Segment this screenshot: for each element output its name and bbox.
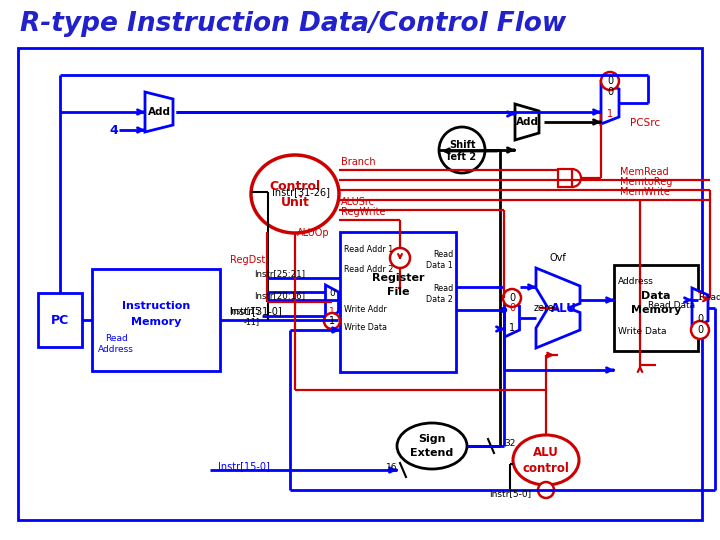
Text: Extend: Extend — [410, 448, 454, 458]
Text: left 2: left 2 — [447, 152, 477, 162]
Bar — [92, 269, 220, 371]
Circle shape — [324, 313, 340, 329]
Text: Instr[25:21]: Instr[25:21] — [254, 269, 305, 279]
Text: Read Data: Read Data — [699, 294, 720, 302]
Text: Unit: Unit — [281, 195, 310, 208]
Text: RegWrite: RegWrite — [341, 207, 385, 217]
Text: File: File — [387, 287, 409, 297]
Text: Shift: Shift — [449, 140, 475, 150]
Text: Read Addr 2: Read Addr 2 — [344, 266, 393, 274]
Text: Branch: Branch — [341, 157, 376, 167]
Text: MemRead: MemRead — [620, 167, 669, 177]
Text: Memory: Memory — [631, 305, 681, 315]
Text: 1: 1 — [329, 316, 335, 326]
Circle shape — [601, 72, 619, 90]
Text: 16: 16 — [385, 463, 397, 472]
Text: RegDst: RegDst — [230, 255, 265, 265]
Text: Address: Address — [618, 278, 654, 287]
Text: Write Addr: Write Addr — [344, 306, 387, 314]
Bar — [38, 293, 82, 347]
Circle shape — [503, 289, 521, 307]
Text: 0: 0 — [509, 303, 515, 313]
Text: Register: Register — [372, 273, 424, 283]
Bar — [558, 169, 572, 187]
Text: 0: 0 — [697, 314, 703, 324]
Circle shape — [390, 248, 410, 268]
Text: Instr[15-0]: Instr[15-0] — [218, 461, 270, 471]
Text: 1: 1 — [697, 292, 703, 302]
Ellipse shape — [513, 435, 579, 485]
Text: Read
Data 1: Read Data 1 — [426, 251, 453, 269]
Text: Write Data: Write Data — [344, 323, 387, 333]
Text: Instr[20:16]: Instr[20:16] — [254, 292, 305, 300]
Text: 0: 0 — [329, 288, 335, 298]
Text: Ovf: Ovf — [549, 253, 567, 263]
Text: Instr[31-26]: Instr[31-26] — [272, 187, 330, 197]
Polygon shape — [536, 268, 580, 348]
Circle shape — [538, 482, 554, 498]
Text: Add: Add — [148, 107, 171, 117]
Text: Instruction: Instruction — [122, 301, 190, 311]
Text: Data: Data — [642, 291, 671, 301]
Polygon shape — [692, 288, 708, 328]
Bar — [614, 265, 698, 351]
Text: 0: 0 — [509, 293, 515, 303]
Text: MemWrite: MemWrite — [620, 187, 670, 197]
Text: 32: 32 — [504, 440, 516, 449]
Text: 0: 0 — [697, 325, 703, 335]
Text: Write Data: Write Data — [618, 327, 667, 336]
Text: PC: PC — [51, 314, 69, 327]
Text: 0: 0 — [607, 87, 613, 97]
Circle shape — [439, 127, 485, 173]
Text: 1: 1 — [329, 307, 335, 315]
Text: Add: Add — [516, 117, 539, 127]
Text: 1: 1 — [607, 109, 613, 119]
Bar — [18, 48, 702, 520]
Text: R-type Instruction Data/Control Flow: R-type Instruction Data/Control Flow — [20, 11, 566, 37]
Text: Instr[31-0]: Instr[31-0] — [230, 306, 282, 316]
Text: Read
Data 2: Read Data 2 — [426, 284, 453, 303]
Polygon shape — [325, 285, 338, 319]
Text: Instr[15
-11]: Instr[15 -11] — [229, 306, 260, 326]
Bar — [340, 232, 456, 372]
Text: Instr[5-0]: Instr[5-0] — [489, 489, 531, 498]
Circle shape — [502, 307, 506, 313]
Text: control: control — [523, 462, 570, 475]
Polygon shape — [145, 92, 173, 132]
Text: 1: 1 — [509, 323, 515, 333]
Text: Read
Address: Read Address — [98, 334, 134, 354]
Text: Read Addr 1: Read Addr 1 — [344, 246, 393, 254]
Ellipse shape — [397, 423, 467, 469]
Text: 0: 0 — [607, 76, 613, 86]
Text: ALUSrc: ALUSrc — [341, 197, 375, 207]
Polygon shape — [505, 299, 520, 337]
Text: MemtoReg: MemtoReg — [620, 177, 672, 187]
Polygon shape — [601, 82, 619, 124]
Ellipse shape — [251, 155, 339, 233]
Text: Sign: Sign — [418, 434, 446, 444]
Text: PCSrc: PCSrc — [630, 118, 660, 128]
Circle shape — [691, 321, 709, 339]
Text: 4: 4 — [109, 124, 118, 137]
Text: ALUOp: ALUOp — [297, 228, 330, 238]
Text: Read Data: Read Data — [648, 300, 695, 309]
Text: Memory: Memory — [131, 317, 181, 327]
Polygon shape — [515, 104, 539, 140]
Text: zero: zero — [534, 303, 554, 313]
Text: ALU: ALU — [533, 447, 559, 460]
Text: Control: Control — [269, 180, 320, 193]
Text: ALU: ALU — [551, 301, 577, 314]
